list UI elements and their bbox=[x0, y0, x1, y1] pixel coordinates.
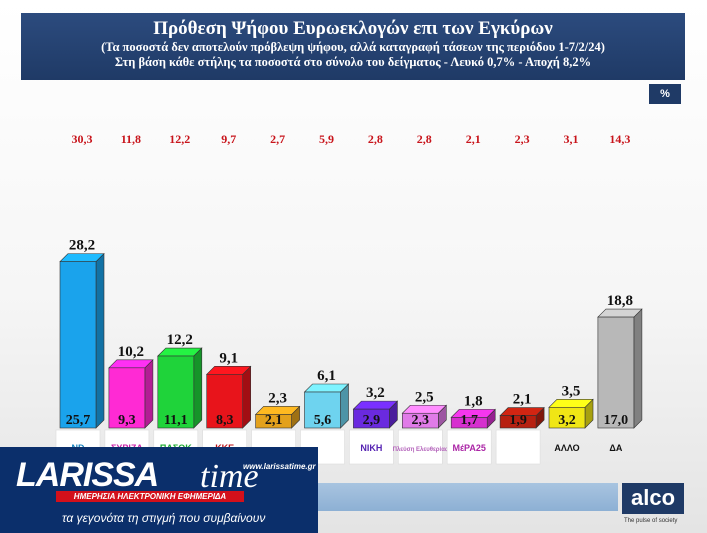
top-label-7: 2,5 bbox=[415, 389, 434, 405]
top-label-0: 28,2 bbox=[69, 238, 95, 254]
base-label-11: 17,0 bbox=[604, 413, 629, 428]
bar-2 bbox=[157, 355, 195, 429]
base-label-3: 8,3 bbox=[216, 413, 234, 428]
party-logo-9 bbox=[495, 429, 541, 465]
top-label-6: 3,2 bbox=[366, 385, 385, 401]
pollster-logo: alco bbox=[622, 483, 684, 514]
top-label-4: 2,3 bbox=[268, 390, 287, 406]
previous-label-6: 2,8 bbox=[368, 132, 383, 146]
publisher-logo bbox=[0, 447, 318, 533]
previous-label-7: 2,8 bbox=[417, 132, 432, 146]
publisher-tagline: τα γεγονότα τη στιγμή που συμβαίνουν bbox=[62, 511, 266, 525]
chart-title: Πρόθεση Ψήφου Ευρωεκλογών επι των Εγκύρω… bbox=[153, 18, 553, 39]
bar-5 bbox=[304, 391, 341, 429]
bar-side-3 bbox=[242, 365, 251, 429]
bar-top-3 bbox=[205, 366, 252, 375]
previous-label-5: 5,9 bbox=[319, 132, 334, 146]
top-label-5: 6,1 bbox=[317, 368, 336, 384]
top-label-2: 12,2 bbox=[167, 332, 193, 348]
pollster-tagline: The pulse of society bbox=[624, 518, 678, 524]
base-label-10: 3,2 bbox=[558, 413, 576, 428]
party-logo-6 bbox=[349, 429, 394, 465]
party-logo-8 bbox=[446, 429, 492, 465]
base-label-1: 9,3 bbox=[118, 413, 136, 428]
base-label-8: 1,7 bbox=[460, 413, 478, 428]
top-label-3: 9,1 bbox=[219, 350, 238, 366]
previous-label-3: 9,7 bbox=[221, 132, 236, 146]
bar-8 bbox=[450, 417, 488, 429]
bar-10 bbox=[548, 407, 586, 429]
bar-0 bbox=[59, 261, 97, 429]
bar-9 bbox=[499, 415, 537, 429]
chart-subtitle-2: Στη βάση κάθε στήλης τα ποσοστά στο σύνο… bbox=[114, 55, 592, 69]
previous-label-8: 2,1 bbox=[466, 132, 481, 146]
top-label-8: 1,8 bbox=[464, 393, 483, 409]
publisher-name: LARISSA bbox=[16, 456, 159, 494]
bar-top-1 bbox=[108, 359, 154, 369]
bar-top-10 bbox=[548, 399, 594, 408]
party-logo-label-10: ΑΛΛΟ bbox=[554, 443, 579, 453]
base-label-0: 25,7 bbox=[66, 413, 91, 428]
bar-side-2 bbox=[193, 347, 203, 429]
bar-top-11 bbox=[597, 308, 643, 318]
top-label-11: 18,8 bbox=[607, 293, 633, 309]
top-label-10: 3,5 bbox=[562, 383, 581, 399]
previous-label-10: 3,1 bbox=[564, 132, 579, 146]
top-label-9: 2,1 bbox=[513, 392, 532, 408]
base-label-9: 1,9 bbox=[509, 413, 527, 428]
base-label-5: 5,6 bbox=[314, 413, 332, 428]
party-logo-label-8: ΜέΡΑ25 bbox=[452, 443, 485, 453]
bar-top-5 bbox=[303, 383, 350, 393]
base-label-2: 11,1 bbox=[164, 413, 188, 428]
bar-top-6 bbox=[352, 400, 399, 410]
base-label-7: 2,3 bbox=[412, 413, 430, 428]
party-logo-label-7: Πλεύση Ελευθερίας bbox=[393, 447, 448, 453]
previous-label-9: 2,3 bbox=[515, 132, 530, 146]
party-logo-label-11: ΔΑ bbox=[609, 443, 622, 453]
bar-top-0 bbox=[59, 253, 105, 262]
bar-side-1 bbox=[144, 359, 154, 429]
bar-top-2 bbox=[157, 347, 203, 357]
top-label-1: 10,2 bbox=[118, 344, 144, 360]
bar-11 bbox=[597, 316, 635, 429]
bar-7 bbox=[401, 412, 439, 429]
bar-side-11 bbox=[633, 308, 643, 429]
base-label-4: 2,1 bbox=[265, 413, 283, 428]
bar-side-0 bbox=[95, 252, 105, 429]
previous-label-2: 12,2 bbox=[169, 132, 190, 146]
bar-4 bbox=[255, 414, 292, 429]
title-banner: Πρόθεση Ψήφου Ευρωεκλογών επι των Εγκύρω… bbox=[21, 13, 685, 80]
previous-label-0: 30,3 bbox=[72, 132, 93, 146]
publisher-url: www.larissatime.gr bbox=[243, 462, 316, 471]
previous-label-4: 2,7 bbox=[270, 132, 285, 146]
bar-6 bbox=[353, 408, 390, 429]
chart-subtitle: (Τα ποσοστά δεν αποτελούν πρόβλεψη ψήφου… bbox=[101, 40, 605, 54]
bar-3 bbox=[206, 374, 243, 429]
bar-1 bbox=[108, 367, 146, 429]
publisher-name-time: time bbox=[200, 458, 259, 495]
previous-label-11: 14,3 bbox=[609, 132, 630, 146]
unit-badge: % bbox=[649, 84, 681, 104]
party-logo-7 bbox=[397, 429, 443, 465]
publisher-line: ΗΜΕΡΗΣΙΑ ΗΛΕΚΤΡΟΝΙΚΗ ΕΦΗΜΕΡΙΔΑ bbox=[56, 491, 244, 502]
footer-strip bbox=[318, 483, 618, 511]
previous-label-1: 11,8 bbox=[121, 132, 141, 146]
base-label-6: 2,9 bbox=[363, 413, 381, 428]
party-logo-label-6: ΝΙΚΗ bbox=[360, 443, 382, 453]
